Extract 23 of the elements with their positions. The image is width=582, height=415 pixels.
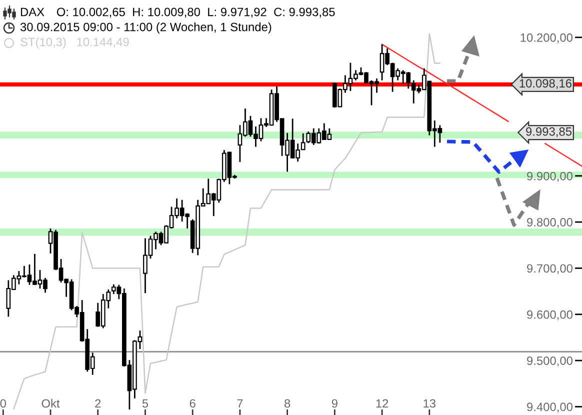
x-tick-label: 12 — [376, 399, 388, 408]
annotation: O: 10.002,65 H: 10.009,80 L: 9.971,92 C: 9.993,85 — [56, 8, 335, 18]
x-tick-label: 13 — [424, 399, 436, 408]
x-tick-label: 2 — [95, 399, 101, 408]
y-tick-label: 9.400,00 — [527, 402, 573, 413]
y-tick-label: 9.900,00 — [527, 172, 573, 182]
y-tick-label: 10.200,00 — [520, 33, 573, 44]
x-tick-label: 7 — [237, 399, 243, 408]
y-tick-label: 9.700,00 — [527, 264, 573, 274]
annotation: 9.993,85 — [526, 127, 572, 138]
ref-line-label: 10.098,16 — [520, 79, 572, 90]
y-tick-label: 9.800,00 — [527, 218, 573, 228]
x-tick-label: Okt — [42, 398, 60, 408]
x-tick-label: 8 — [284, 399, 290, 408]
line-series — [13, 33, 441, 410]
y-tick-label: 9.500,00 — [527, 356, 573, 366]
text: DAX — [20, 8, 44, 16]
y-tick-label: 9.600,00 — [527, 310, 573, 320]
x-tick-label: 5 — [142, 399, 148, 408]
x-tick-label: 9 — [332, 399, 338, 408]
x-tick-label: 0 — [0, 399, 6, 408]
x-tick-label: 6 — [190, 399, 196, 408]
text: 30.09.2015 09:00 - 11:00 (2 Wochen, 1 Stunde) — [20, 22, 272, 34]
